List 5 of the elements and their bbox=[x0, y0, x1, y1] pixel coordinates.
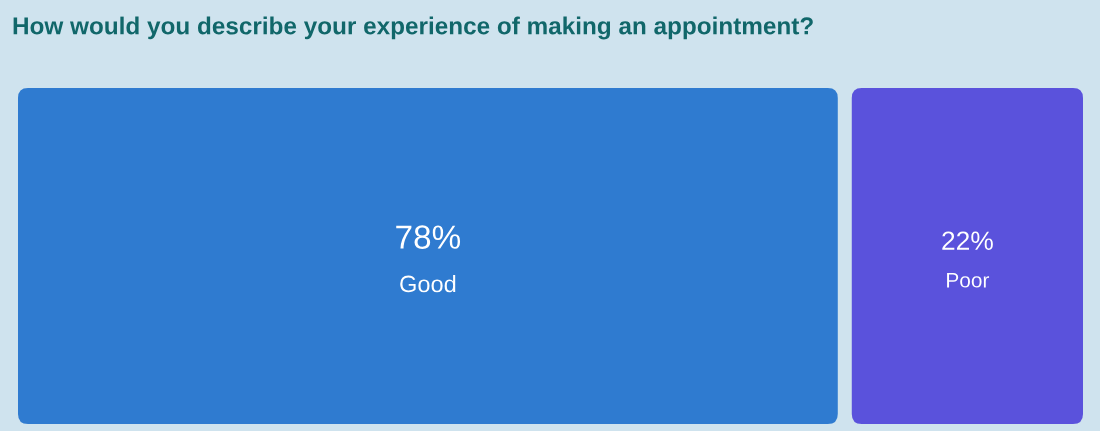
data-label: 78% bbox=[396, 225, 461, 249]
category-label: Poor bbox=[947, 273, 990, 288]
category-label: Good bbox=[400, 275, 456, 293]
data-label: 22% bbox=[942, 231, 993, 250]
text: How would you describe your experience of making an appointment? bbox=[13, 16, 813, 40]
